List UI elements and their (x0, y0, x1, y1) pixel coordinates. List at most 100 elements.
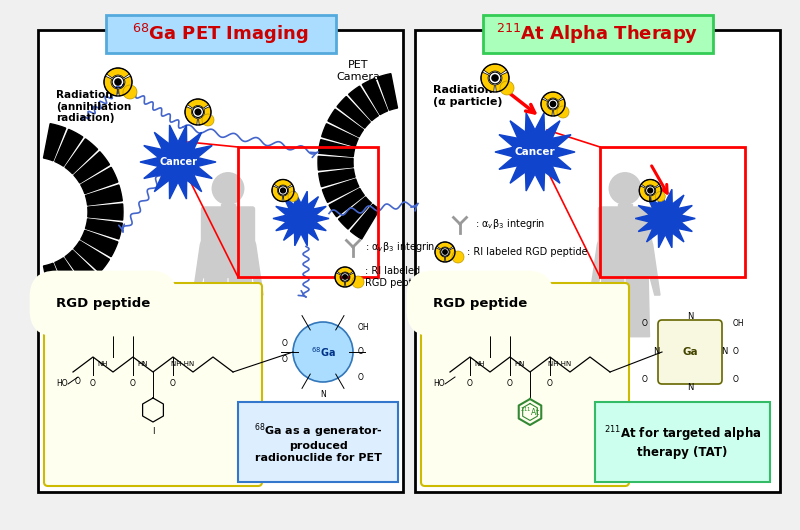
Polygon shape (349, 86, 378, 121)
Text: HO: HO (434, 379, 445, 388)
Polygon shape (362, 78, 388, 114)
Text: $^{68}$Ga as a generator-
produced
radionuclide for PET: $^{68}$Ga as a generator- produced radio… (254, 421, 382, 463)
FancyBboxPatch shape (44, 283, 262, 486)
Circle shape (195, 109, 201, 115)
Text: $^{68}$Ga PET Imaging: $^{68}$Ga PET Imaging (132, 22, 309, 46)
Text: O: O (641, 320, 647, 329)
Circle shape (123, 85, 137, 99)
Polygon shape (337, 96, 370, 128)
FancyBboxPatch shape (202, 207, 254, 278)
Circle shape (610, 173, 641, 204)
Wedge shape (554, 99, 565, 116)
Text: N: N (721, 348, 727, 357)
Text: Cancer: Cancer (514, 147, 555, 157)
Text: NH HN: NH HN (171, 361, 194, 367)
FancyBboxPatch shape (595, 402, 770, 482)
Text: OH: OH (733, 320, 745, 329)
Text: RGD peptide: RGD peptide (56, 297, 150, 310)
Text: HN: HN (504, 301, 516, 310)
Polygon shape (635, 189, 695, 248)
Circle shape (500, 81, 514, 95)
Text: OH: OH (358, 322, 370, 331)
Polygon shape (649, 235, 660, 295)
Text: HN: HN (138, 361, 148, 367)
Wedge shape (274, 180, 292, 187)
Circle shape (293, 322, 353, 382)
FancyBboxPatch shape (421, 283, 629, 486)
Text: $^{211}$At: $^{211}$At (520, 406, 540, 418)
Wedge shape (337, 267, 353, 274)
Text: NH: NH (474, 361, 486, 367)
Wedge shape (446, 248, 455, 262)
Polygon shape (86, 185, 122, 205)
Circle shape (550, 101, 556, 107)
Polygon shape (203, 276, 228, 337)
Text: O: O (358, 373, 364, 382)
Wedge shape (639, 186, 650, 201)
Polygon shape (318, 139, 354, 157)
Polygon shape (350, 204, 380, 239)
Wedge shape (650, 186, 662, 201)
Polygon shape (328, 109, 363, 137)
Circle shape (212, 173, 244, 204)
Polygon shape (601, 276, 625, 337)
Polygon shape (65, 250, 98, 285)
Wedge shape (187, 99, 209, 108)
Polygon shape (88, 204, 123, 220)
Text: O: O (170, 379, 176, 388)
FancyBboxPatch shape (238, 402, 398, 482)
Text: HN: HN (514, 361, 526, 367)
Polygon shape (318, 169, 355, 187)
Text: : RI labeled RGD peptide: : RI labeled RGD peptide (467, 247, 588, 257)
Bar (38, 30, 403, 492)
Text: Radiation
(annihilation
radiation): Radiation (annihilation radiation) (56, 90, 131, 123)
Text: HN: HN (107, 325, 118, 334)
Wedge shape (106, 68, 130, 78)
Text: : α$_v$β$_3$ integrin: : α$_v$β$_3$ integrin (475, 217, 546, 231)
Text: O: O (547, 379, 553, 388)
Text: PET
Camera: PET Camera (336, 60, 380, 82)
Circle shape (655, 191, 666, 201)
Text: HN: HN (484, 325, 496, 334)
Polygon shape (273, 191, 329, 246)
Polygon shape (338, 197, 371, 229)
Wedge shape (283, 186, 294, 201)
Polygon shape (74, 241, 110, 272)
Text: N: N (320, 390, 326, 399)
Text: NH: NH (504, 313, 516, 322)
Polygon shape (322, 123, 358, 146)
Text: Cancer: Cancer (159, 157, 197, 167)
Text: O: O (733, 375, 739, 384)
Wedge shape (481, 72, 494, 92)
Polygon shape (86, 219, 122, 239)
Wedge shape (118, 76, 132, 96)
Text: HO: HO (56, 379, 68, 388)
Text: O: O (282, 340, 288, 349)
Circle shape (352, 276, 364, 288)
Wedge shape (435, 248, 445, 262)
Text: N: N (687, 383, 693, 392)
Text: O: O (733, 348, 739, 357)
Text: NH: NH (98, 361, 108, 367)
Wedge shape (541, 99, 553, 116)
Text: Radiation
(α particle): Radiation (α particle) (433, 85, 502, 107)
Wedge shape (272, 186, 282, 201)
Polygon shape (81, 167, 118, 193)
Wedge shape (185, 107, 198, 125)
Text: NH$_2$: NH$_2$ (115, 285, 131, 297)
FancyBboxPatch shape (106, 15, 335, 53)
Wedge shape (335, 273, 345, 287)
Text: I: I (152, 427, 154, 436)
Wedge shape (483, 64, 506, 74)
Wedge shape (496, 72, 509, 92)
Text: O: O (467, 379, 473, 388)
Polygon shape (318, 156, 354, 170)
Polygon shape (590, 235, 602, 295)
Wedge shape (346, 273, 355, 287)
Text: O: O (507, 379, 513, 388)
Bar (600, 147, 745, 277)
Text: NH: NH (127, 313, 138, 322)
Polygon shape (43, 263, 66, 301)
Polygon shape (251, 235, 263, 295)
Text: $^{211}$At for targeted alpha
therapy (TAT): $^{211}$At for targeted alpha therapy (T… (604, 425, 762, 460)
